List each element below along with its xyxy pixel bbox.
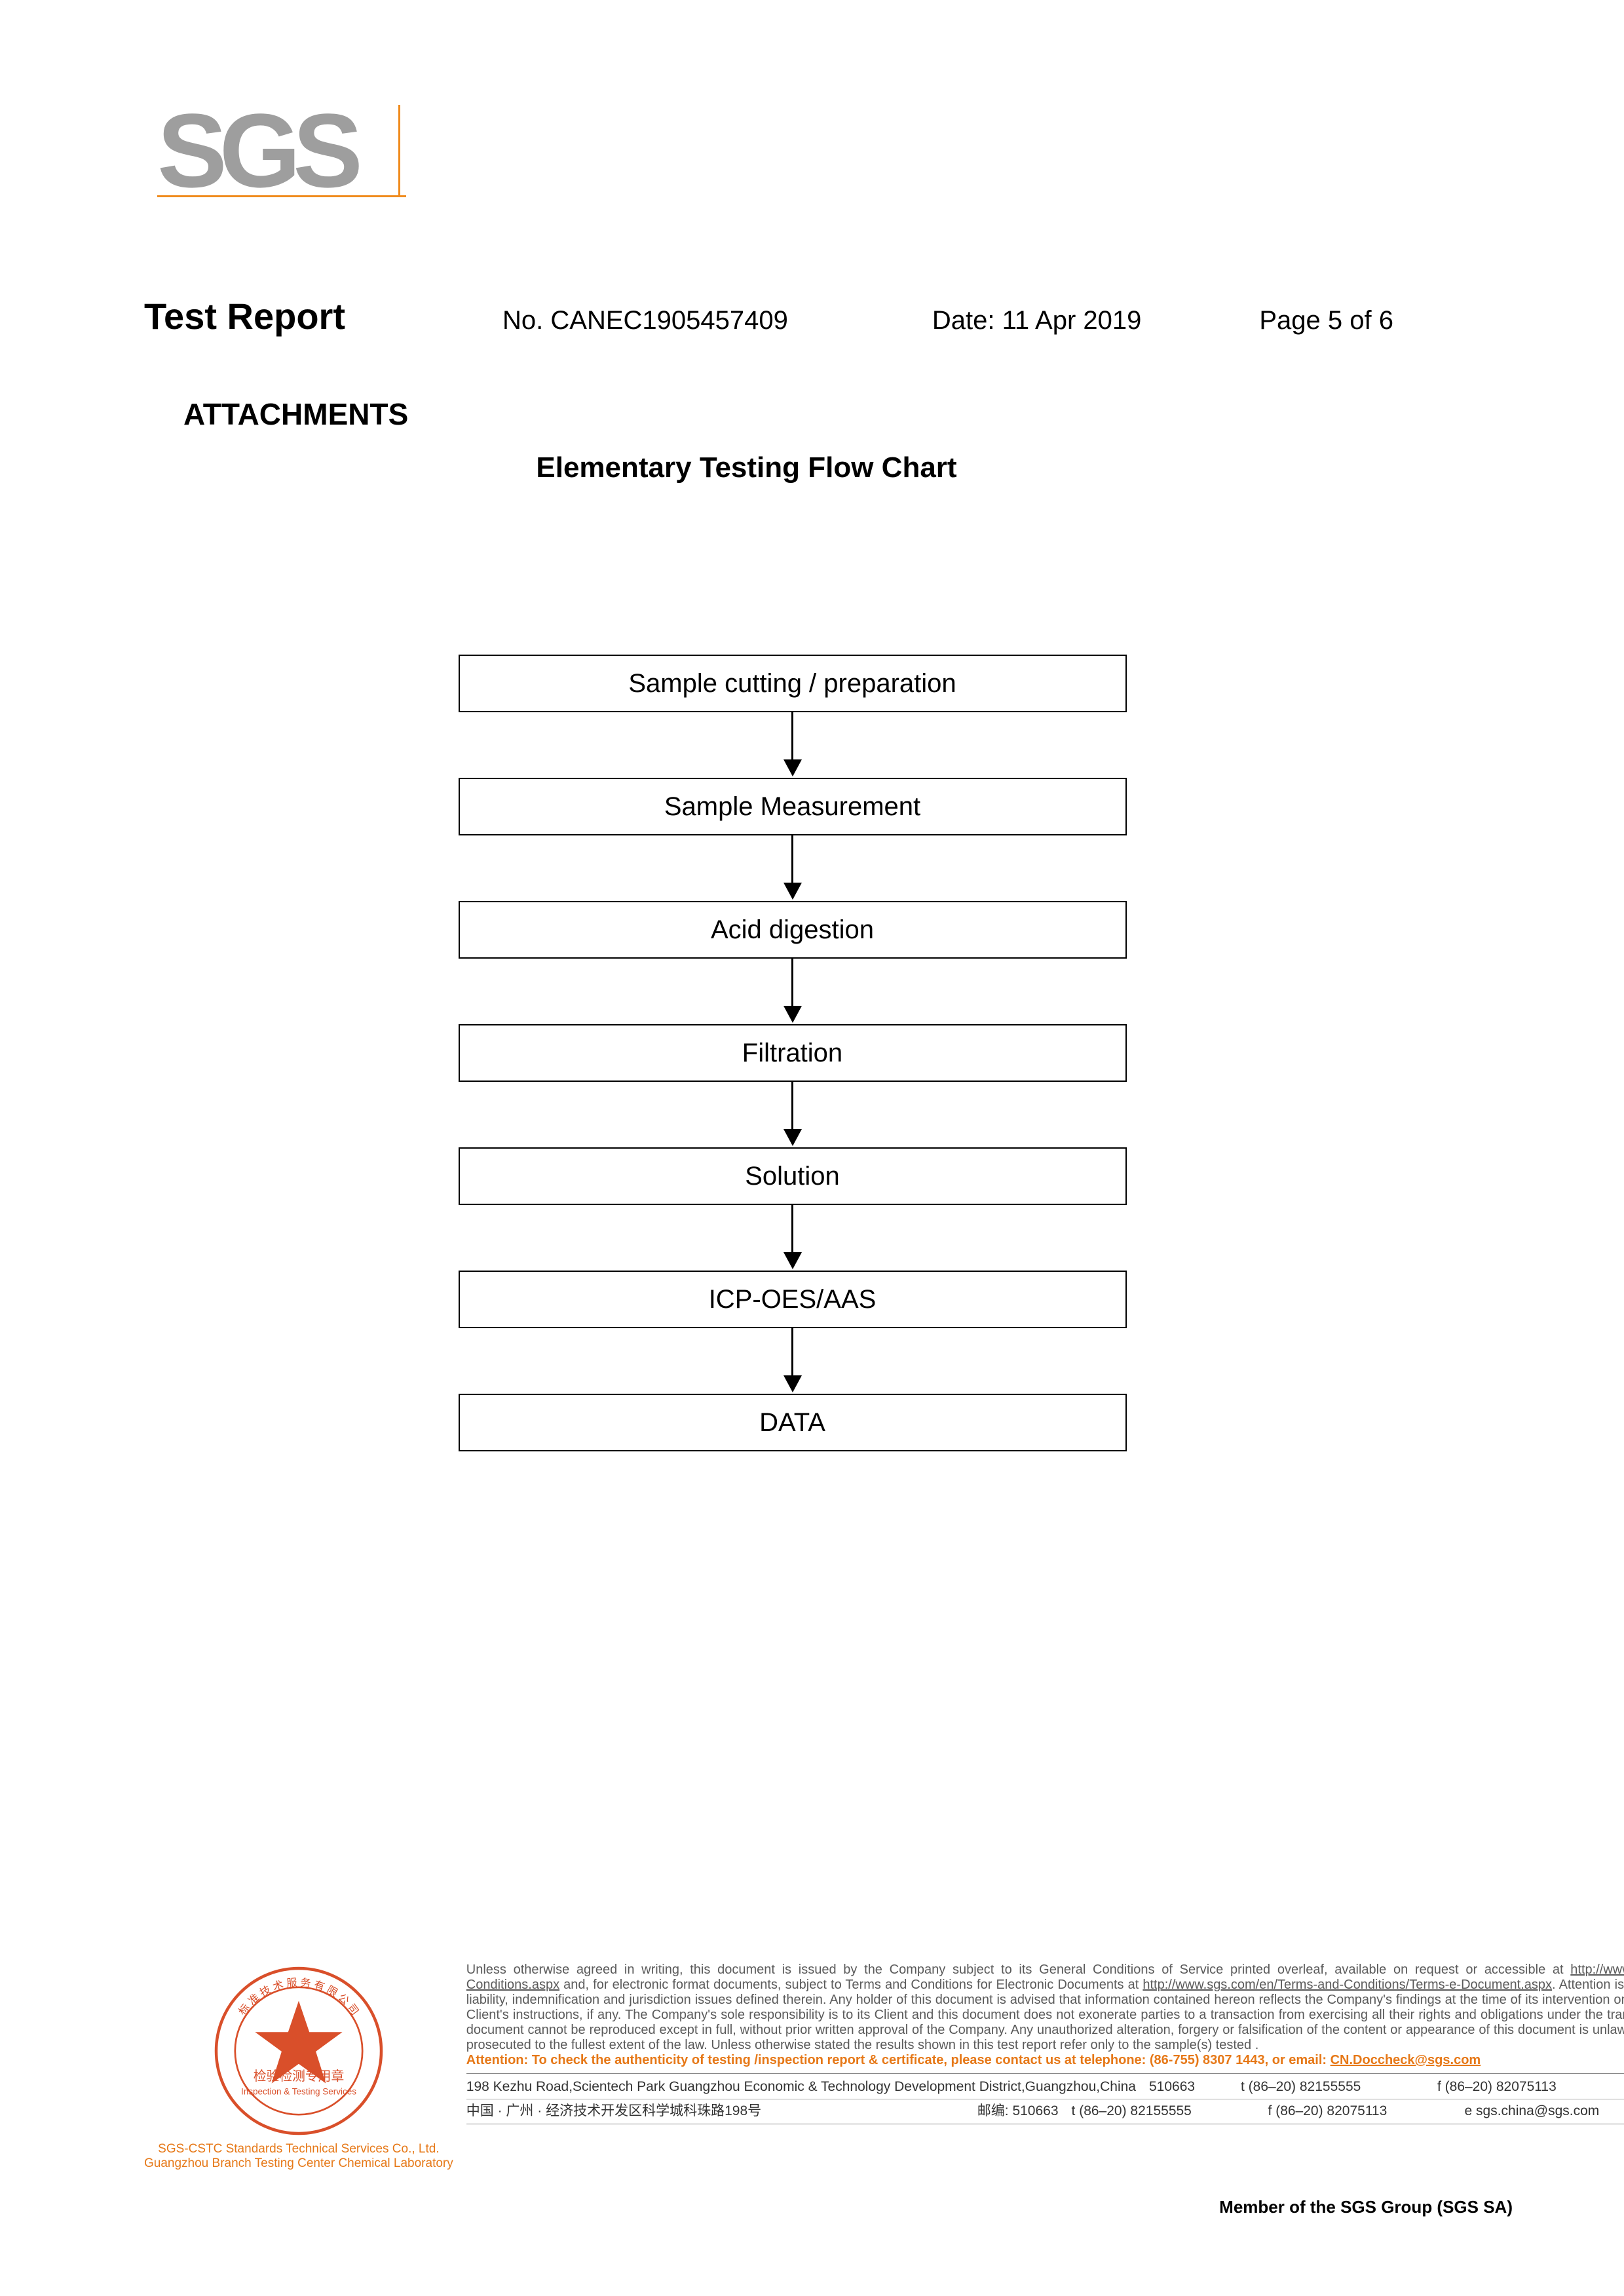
member-line: Member of the SGS Group (SGS SA) — [144, 2197, 1519, 2217]
flow-arrow — [784, 835, 802, 901]
attention-line: Attention: To check the authenticity of … — [466, 2053, 1624, 2068]
svg-text:检验检测专用章: 检验检测专用章 — [254, 2069, 344, 2084]
address-en: 198 Kezhu Road,Scientech Park Guangzhou … — [466, 2076, 1136, 2097]
address-row-en: 198 Kezhu Road,Scientech Park Guangzhou … — [466, 2076, 1624, 2097]
fax: f (86–20) 82075113 — [1437, 2076, 1621, 2097]
flowchart-title: Elementary Testing Flow Chart — [13, 451, 1480, 484]
terms-link-2[interactable]: http://www.sgs.com/en/Terms-and-Conditio… — [1142, 1978, 1552, 1992]
attachments-heading: ATTACHMENTS — [183, 396, 1480, 432]
sgs-logo-svg: SGS — [157, 98, 419, 216]
address-cn: 中国 · 广州 · 经济技术开发区科学城科珠路198号 — [466, 2101, 964, 2122]
contact-email[interactable]: e sgs.china@sgs.com — [1465, 2101, 1624, 2122]
postcode-en: 510663 — [1149, 2076, 1228, 2097]
telephone-cn: t (86–20) 82155555 — [1072, 2101, 1255, 2122]
flow-step-box: Sample Measurement — [459, 778, 1127, 835]
svg-text:Inspection & Testing Services: Inspection & Testing Services — [241, 2087, 356, 2097]
stamp-company-lab: Guangzhou Branch Testing Center Chemical… — [144, 2156, 453, 2171]
svg-text:SGS: SGS — [157, 98, 359, 209]
flow-arrow — [784, 1082, 802, 1147]
address-row-cn: 中国 · 广州 · 经济技术开发区科学城科珠路198号 邮编: 510663 t… — [466, 2101, 1624, 2122]
flow-step-box: Solution — [459, 1147, 1127, 1205]
report-number: No. CANEC1905457409 — [502, 306, 788, 335]
stamp-company-en: SGS-CSTC Standards Technical Services Co… — [158, 2142, 439, 2156]
fax-cn: f (86–20) 82075113 — [1268, 2101, 1452, 2122]
flow-step-box: Filtration — [459, 1024, 1127, 1082]
flow-arrow — [784, 1205, 802, 1271]
flowchart-container: Sample cutting / preparation Sample Measu… — [105, 655, 1480, 1451]
telephone: t (86–20) 82155555 — [1241, 2076, 1424, 2097]
disclaimer-part2: and, for electronic format documents, su… — [559, 1978, 1142, 1992]
report-title: Test Report — [144, 295, 345, 337]
postcode-cn: 邮编: 510663 — [977, 2101, 1059, 2122]
report-header: Test Report No. CANEC1905457409 Date: 11… — [144, 295, 1480, 337]
company-stamp: 检验检测专用章 Inspection & Testing Services 标 … — [144, 1962, 453, 2171]
doccheck-email[interactable]: CN.Doccheck@sgs.com — [1331, 2053, 1481, 2067]
flow-step-box: Sample cutting / preparation — [459, 655, 1127, 712]
stamp-seal-svg: 检验检测专用章 Inspection & Testing Services 标 … — [210, 1962, 387, 2139]
disclaimer-part1: Unless otherwise agreed in writing, this… — [466, 1962, 1571, 1977]
footer-text: Unless otherwise agreed in writing, this… — [466, 1962, 1624, 2124]
flow-step-box: Acid digestion — [459, 901, 1127, 959]
flow-arrow — [784, 712, 802, 778]
report-date: Date: 11 Apr 2019 — [932, 306, 1142, 335]
flow-step-box: DATA — [459, 1394, 1127, 1451]
flow-arrow — [784, 959, 802, 1024]
page-indicator: Page 5 of 6 — [1259, 306, 1393, 335]
footer-address-table: 198 Kezhu Road,Scientech Park Guangzhou … — [466, 2073, 1624, 2124]
flow-arrow — [784, 1328, 802, 1394]
page-footer: 检验检测专用章 Inspection & Testing Services 标 … — [144, 1962, 1519, 2217]
flow-step-box: ICP-OES/AAS — [459, 1271, 1127, 1328]
sgs-logo: SGS — [157, 98, 1480, 216]
